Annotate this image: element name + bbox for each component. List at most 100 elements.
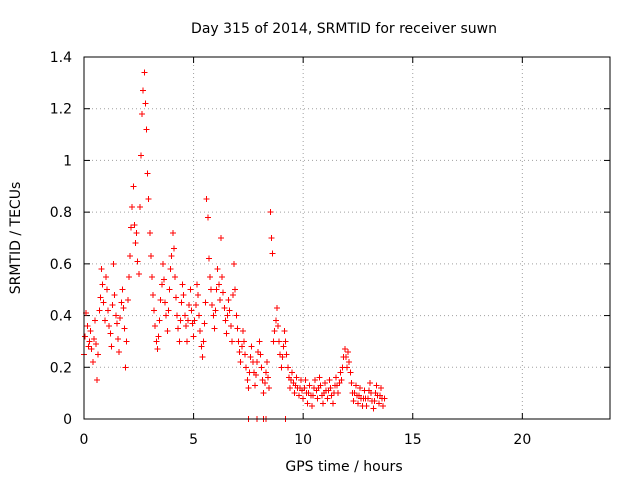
data-point bbox=[119, 286, 126, 293]
tick-labels: 0 0.2 0.4 0.6 0.8 1 1.2 1.4 0 5 10 15 20 bbox=[50, 50, 532, 448]
data-point bbox=[127, 253, 134, 260]
data-point bbox=[175, 325, 182, 332]
data-point bbox=[300, 395, 307, 402]
data-point bbox=[204, 214, 211, 221]
data-point bbox=[251, 382, 258, 389]
data-point bbox=[109, 302, 116, 309]
data-point bbox=[284, 364, 291, 371]
data-point bbox=[222, 317, 229, 324]
data-point bbox=[121, 325, 128, 332]
data-point bbox=[176, 338, 183, 345]
data-point bbox=[177, 317, 184, 324]
data-point bbox=[196, 312, 203, 319]
data-point bbox=[118, 299, 125, 306]
data-point bbox=[244, 377, 251, 384]
data-point bbox=[269, 250, 276, 257]
data-point bbox=[268, 235, 275, 241]
data-point bbox=[367, 379, 374, 386]
chart-title: Day 315 of 2014, SRMTID for receiver suw… bbox=[191, 21, 497, 37]
data-point bbox=[190, 333, 197, 340]
data-point bbox=[157, 297, 164, 304]
data-point bbox=[159, 260, 166, 267]
data-point bbox=[167, 266, 174, 273]
y-tick-label: 0 bbox=[63, 412, 72, 428]
data-point bbox=[264, 359, 271, 366]
data-point bbox=[226, 307, 233, 314]
x-tick-label: 15 bbox=[404, 432, 422, 448]
data-point bbox=[110, 260, 117, 267]
data-point bbox=[162, 299, 169, 306]
data-point bbox=[141, 69, 148, 76]
data-point bbox=[239, 328, 246, 335]
data-point bbox=[140, 87, 147, 94]
data-point bbox=[211, 325, 218, 332]
data-point bbox=[142, 100, 149, 107]
data-point bbox=[257, 351, 264, 358]
data-point bbox=[213, 286, 220, 293]
x-tick-label: 10 bbox=[294, 432, 312, 448]
data-point bbox=[242, 351, 249, 358]
data-point bbox=[165, 307, 172, 314]
data-point bbox=[247, 353, 254, 360]
data-point bbox=[223, 330, 230, 337]
data-point bbox=[225, 297, 232, 304]
data-point bbox=[371, 397, 378, 404]
data-point bbox=[363, 403, 370, 410]
data-point bbox=[212, 307, 219, 314]
data-point bbox=[197, 328, 204, 335]
data-point bbox=[205, 255, 212, 262]
data-point bbox=[248, 343, 255, 350]
data-point bbox=[260, 390, 267, 397]
data-point bbox=[90, 335, 97, 342]
data-point bbox=[144, 170, 151, 177]
data-point bbox=[272, 317, 279, 324]
data-point bbox=[104, 286, 111, 293]
data-point bbox=[228, 338, 235, 345]
data-point bbox=[324, 395, 331, 402]
data-point bbox=[327, 384, 334, 391]
data-point bbox=[179, 281, 186, 288]
plot-frame bbox=[83, 56, 611, 420]
data-point bbox=[280, 343, 287, 350]
data-point bbox=[254, 359, 261, 366]
data-point bbox=[124, 297, 131, 304]
data-point bbox=[235, 338, 242, 345]
grid-lines bbox=[84, 57, 610, 419]
data-point bbox=[192, 302, 199, 309]
data-point bbox=[282, 338, 289, 345]
data-point bbox=[82, 333, 89, 340]
data-point bbox=[87, 328, 94, 335]
data-point bbox=[273, 304, 280, 311]
data-point bbox=[357, 384, 364, 391]
data-point bbox=[150, 291, 157, 298]
data-point bbox=[312, 377, 319, 384]
data-point bbox=[170, 245, 177, 252]
data-point bbox=[158, 281, 165, 288]
data-point bbox=[370, 405, 377, 412]
x-tick-label: 5 bbox=[189, 432, 198, 448]
data-point bbox=[373, 382, 380, 389]
data-point bbox=[295, 392, 302, 399]
data-point bbox=[188, 307, 195, 314]
data-point bbox=[215, 281, 222, 288]
data-point bbox=[291, 390, 298, 397]
data-point bbox=[314, 395, 321, 402]
data-point bbox=[193, 281, 200, 288]
data-point bbox=[375, 400, 382, 407]
data-point bbox=[270, 338, 277, 345]
data-point bbox=[221, 304, 228, 311]
data-point bbox=[333, 374, 340, 381]
data-point bbox=[329, 400, 336, 407]
data-point bbox=[156, 317, 163, 324]
data-point bbox=[91, 317, 98, 324]
data-point bbox=[304, 400, 311, 407]
data-point bbox=[262, 369, 269, 376]
data-point bbox=[293, 374, 300, 381]
data-point bbox=[105, 307, 112, 314]
data-point bbox=[364, 395, 371, 402]
data-point bbox=[96, 307, 103, 314]
data-point bbox=[198, 343, 205, 350]
data-points bbox=[81, 69, 388, 422]
data-point bbox=[337, 369, 344, 376]
y-tick-label: 1.4 bbox=[50, 50, 72, 66]
